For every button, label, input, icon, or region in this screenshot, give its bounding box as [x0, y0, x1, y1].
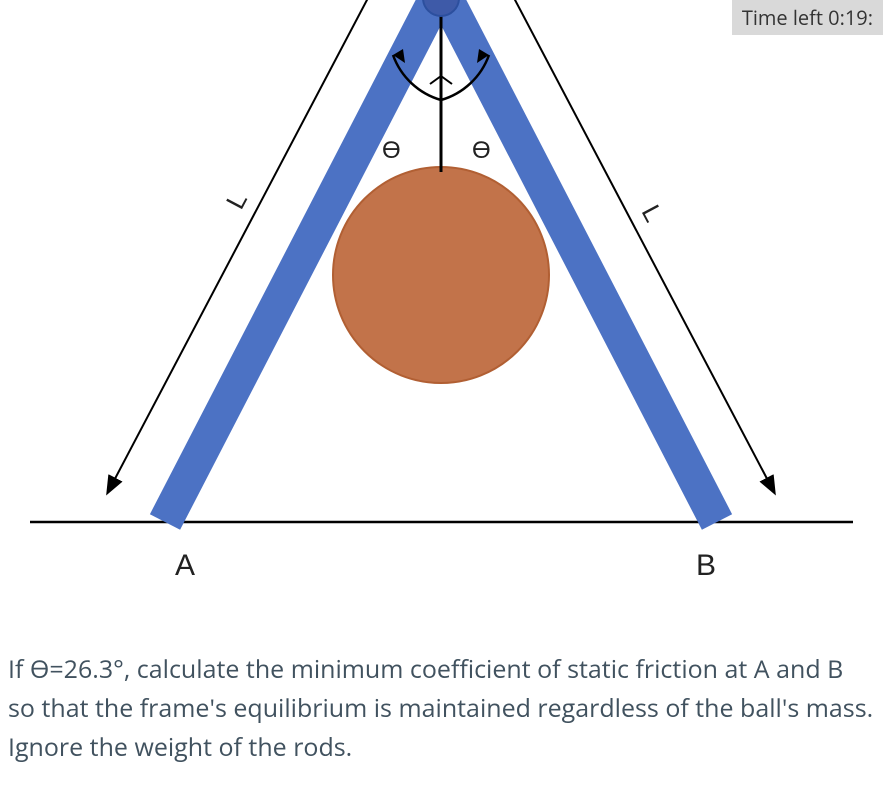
label-B: B: [696, 549, 716, 582]
label-theta-right: Ө: [472, 137, 491, 164]
label-A: A: [175, 549, 195, 582]
label-L-right: L: [636, 200, 669, 227]
label-theta-left: Ө: [382, 137, 401, 164]
ball: [333, 167, 549, 383]
question-text: If Ө=26.3°, calculate the minimum coeffi…: [0, 640, 883, 766]
label-L-left: L: [220, 187, 253, 214]
diagram-container: A B L L Ө Ө: [0, 0, 883, 640]
physics-diagram: A B L L Ө Ө: [0, 0, 883, 640]
